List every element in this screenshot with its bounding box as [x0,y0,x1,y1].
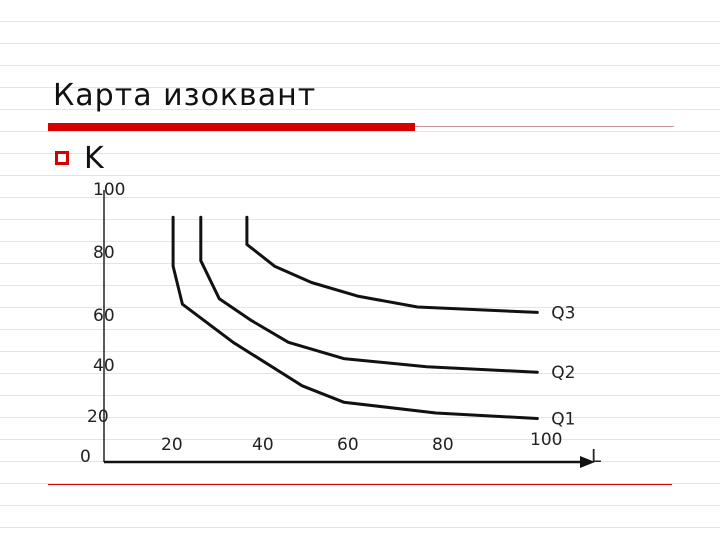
y-tick-label: 40 [93,356,115,376]
y-tick-label: 80 [93,243,115,263]
bullet-k-label: K [84,141,104,176]
x-tick-labels: 20 40 60 80 100 [161,430,562,455]
isoquant-curves: Q1 Q2 Q3 [171,215,576,430]
y-tick-label: 20 [87,407,109,427]
y-tick-label: 100 [93,180,125,200]
slide-title: Карта изоквант [53,78,317,113]
x-axis-arrowhead [580,456,595,468]
bottom-rule [48,484,672,485]
title-underline-thin [415,126,674,127]
x-tick-label: 60 [337,435,359,455]
isoquant-curve-q1 [171,215,539,420]
x-tick-label: 40 [252,435,274,455]
isoquant-curve-q3 [245,215,539,314]
isoquant-curve-q2 [199,215,539,374]
curve-label-q1: Q1 [551,410,575,430]
curve-label-q3: Q3 [551,303,575,323]
x-tick-label: 80 [432,435,454,455]
origin-label: 0 [80,447,91,467]
x-tick-label: 20 [161,435,183,455]
y-tick-labels: 100 80 60 40 20 0 [80,180,125,467]
bullet-square-icon [55,151,69,165]
x-axis-label: L [591,446,601,467]
axes [103,190,595,468]
y-tick-label: 60 [93,306,115,326]
curve-label-q2: Q2 [551,363,575,383]
x-tick-label: 100 [530,430,562,450]
title-underline-red [48,123,415,131]
